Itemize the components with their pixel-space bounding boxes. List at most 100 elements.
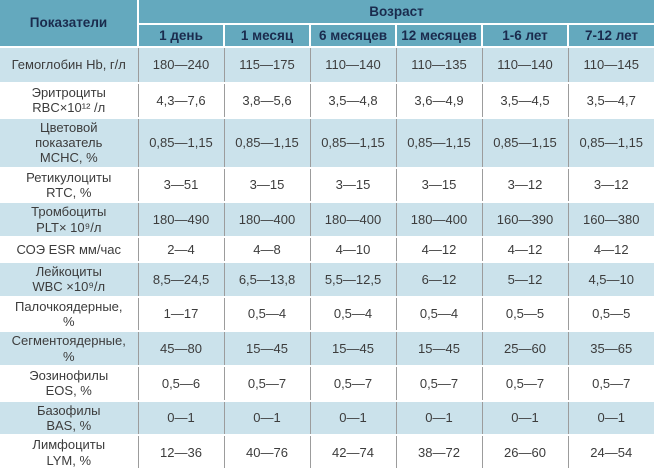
table-cell: 180—400 xyxy=(223,201,311,238)
table-cell: 42—74 xyxy=(309,434,397,468)
row-label: Ретикулоциты RTC, % xyxy=(0,166,139,204)
table-cell: 24—54 xyxy=(567,434,654,468)
table-cell: 1—17 xyxy=(137,295,225,333)
table-body: Гемоглобин Hb, г/л 180—240 115—175 110—1… xyxy=(0,46,654,468)
table-row-leukocytes: Лейкоциты WBC ×10⁹/л 8,5—24,5 6,5—13,8 5… xyxy=(0,260,654,298)
header-group-row: Показатели Возраст xyxy=(0,0,654,48)
table-cell: 5,5—12,5 xyxy=(309,260,397,298)
table-row-eosinophils: Эозинофилы EOS, % 0,5—6 0,5—7 0,5—7 0,5—… xyxy=(0,364,654,402)
table-row-esr: СОЭ ESR мм/час 2—4 4—8 4—10 4—12 4—12 4—… xyxy=(0,235,654,263)
table-cell: 180—490 xyxy=(137,201,225,238)
table-cell: 0,5—4 xyxy=(395,295,483,333)
table-cell: 5—12 xyxy=(481,260,569,298)
table-cell: 4—12 xyxy=(567,235,654,263)
table-cell: 0—1 xyxy=(481,399,569,437)
table-cell: 25—60 xyxy=(481,330,569,367)
row-label: Лимфоциты LYM, % xyxy=(0,434,139,468)
table-header: Показатели Возраст 1 день 1 месяц 6 меся… xyxy=(0,0,654,48)
row-label: Цветовой показатель MCHC, % xyxy=(0,116,139,169)
table-cell: 180—400 xyxy=(395,201,483,238)
table-cell: 3—51 xyxy=(137,166,225,204)
table-cell: 0,85—1,15 xyxy=(395,116,483,169)
table-cell: 115—175 xyxy=(223,46,311,84)
row-label: Палочкоядерные, % xyxy=(0,295,139,333)
table-cell: 3,5—4,8 xyxy=(309,82,397,119)
table-cell: 45—80 xyxy=(137,330,225,367)
column-header-1-day: 1 день xyxy=(137,23,225,48)
table-cell: 110—140 xyxy=(481,46,569,84)
row-label: Тромбоциты PLT× 10⁹/л xyxy=(0,201,139,238)
table-cell: 0,5—5 xyxy=(481,295,569,333)
row-label: Базофилы BAS, % xyxy=(0,399,139,437)
table-cell: 0—1 xyxy=(567,399,654,437)
row-label: Гемоглобин Hb, г/л xyxy=(0,46,139,84)
table-cell: 110—135 xyxy=(395,46,483,84)
table-cell: 15—45 xyxy=(309,330,397,367)
table-cell: 0,5—4 xyxy=(223,295,311,333)
table-cell: 3,6—4,9 xyxy=(395,82,483,119)
table-cell: 2—4 xyxy=(137,235,225,263)
table-row-segmented-neutrophils: Сегментоядерные, % 45—80 15—45 15—45 15—… xyxy=(0,330,654,367)
table-cell: 6—12 xyxy=(395,260,483,298)
table-cell: 3,5—4,7 xyxy=(567,82,654,119)
table-cell: 15—45 xyxy=(223,330,311,367)
table-cell: 4,5—10 xyxy=(567,260,654,298)
table-row-band-neutrophils: Палочкоядерные, % 1—17 0,5—4 0,5—4 0,5—4… xyxy=(0,295,654,333)
row-label: СОЭ ESR мм/час xyxy=(0,235,139,263)
table-cell: 6,5—13,8 xyxy=(223,260,311,298)
table-cell: 0,85—1,15 xyxy=(223,116,311,169)
table-cell: 0,5—7 xyxy=(223,364,311,402)
table-cell: 0,5—7 xyxy=(567,364,654,402)
table-cell: 160—390 xyxy=(481,201,569,238)
table-cell: 12—36 xyxy=(137,434,225,468)
column-header-6-months: 6 месяцев xyxy=(309,23,397,48)
table-cell: 0,85—1,15 xyxy=(137,116,225,169)
table-cell: 26—60 xyxy=(481,434,569,468)
table-cell: 0—1 xyxy=(223,399,311,437)
table-cell: 0,5—7 xyxy=(395,364,483,402)
table-cell: 180—240 xyxy=(137,46,225,84)
table-cell: 4—12 xyxy=(481,235,569,263)
table-row-hemoglobin: Гемоглобин Hb, г/л 180—240 115—175 110—1… xyxy=(0,46,654,84)
row-label: Эозинофилы EOS, % xyxy=(0,364,139,402)
table-cell: 3—12 xyxy=(481,166,569,204)
table-cell: 0,5—7 xyxy=(481,364,569,402)
header-sub-row: 1 день 1 месяц 6 месяцев 12 месяцев 1-6 … xyxy=(0,23,654,48)
table-cell: 0—1 xyxy=(395,399,483,437)
table-cell: 4—10 xyxy=(309,235,397,263)
table-cell: 160—380 xyxy=(567,201,654,238)
table-row-basophils: Базофилы BAS, % 0—1 0—1 0—1 0—1 0—1 0—1 xyxy=(0,399,654,437)
table-cell: 0—1 xyxy=(309,399,397,437)
table-cell: 4,3—7,6 xyxy=(137,82,225,119)
table-cell: 0,5—4 xyxy=(309,295,397,333)
table-cell: 0,5—6 xyxy=(137,364,225,402)
table-row-platelets: Тромбоциты PLT× 10⁹/л 180—490 180—400 18… xyxy=(0,201,654,238)
table-cell: 0,85—1,15 xyxy=(481,116,569,169)
table-row-color-index: Цветовой показатель MCHC, % 0,85—1,15 0,… xyxy=(0,116,654,169)
table-cell: 180—400 xyxy=(309,201,397,238)
table-cell: 110—145 xyxy=(567,46,654,84)
table-cell: 4—12 xyxy=(395,235,483,263)
table-row-reticulocytes: Ретикулоциты RTC, % 3—51 3—15 3—15 3—15 … xyxy=(0,166,654,204)
row-label: Сегментоядерные, % xyxy=(0,330,139,367)
table-cell: 3—12 xyxy=(567,166,654,204)
table-cell: 0,5—7 xyxy=(309,364,397,402)
table-cell: 3,8—5,6 xyxy=(223,82,311,119)
table-cell: 0,85—1,15 xyxy=(309,116,397,169)
table-cell: 3,5—4,5 xyxy=(481,82,569,119)
column-header-1-month: 1 месяц xyxy=(223,23,311,48)
column-header-7-12-years: 7-12 лет xyxy=(567,23,654,48)
table-cell: 0,5—5 xyxy=(567,295,654,333)
table-cell: 3—15 xyxy=(395,166,483,204)
column-header-12-months: 12 месяцев xyxy=(395,23,483,48)
table-cell: 3—15 xyxy=(309,166,397,204)
column-group-header-age: Возраст xyxy=(137,0,654,25)
table-row-erythrocytes: Эритроциты RBC×10¹² /л 4,3—7,6 3,8—5,6 3… xyxy=(0,82,654,119)
row-label: Лейкоциты WBC ×10⁹/л xyxy=(0,260,139,298)
table-cell: 15—45 xyxy=(395,330,483,367)
table-cell: 4—8 xyxy=(223,235,311,263)
table-cell: 0—1 xyxy=(137,399,225,437)
row-label: Эритроциты RBC×10¹² /л xyxy=(0,82,139,119)
table-cell: 0,85—1,15 xyxy=(567,116,654,169)
